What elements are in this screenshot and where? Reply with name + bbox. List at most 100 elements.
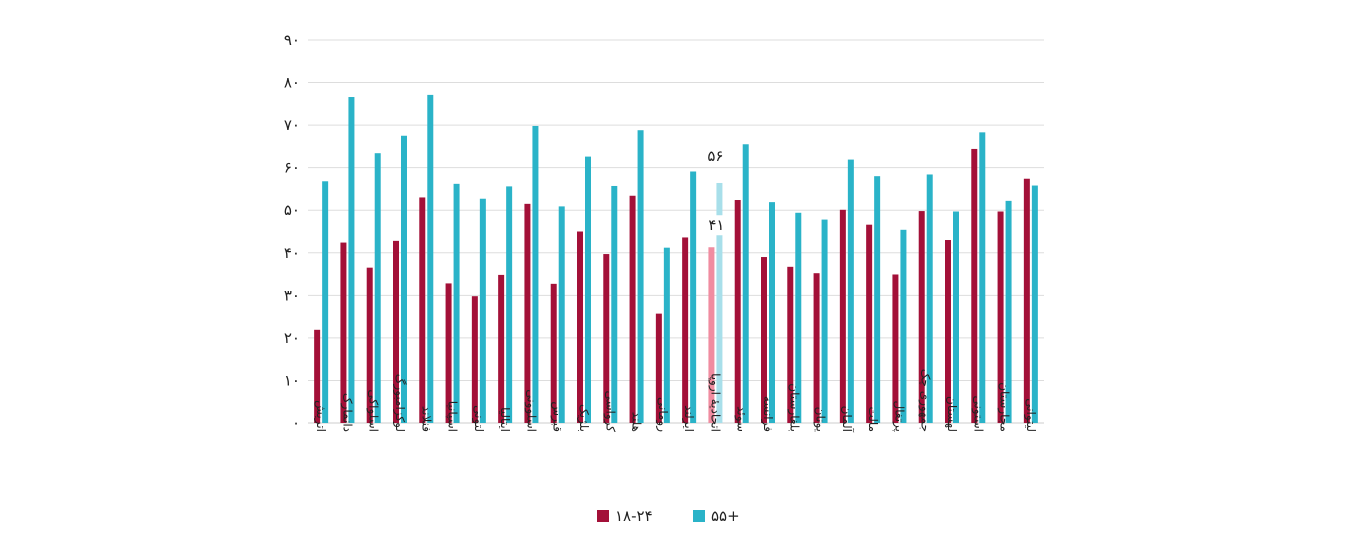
bar-55-plus — [532, 125, 539, 423]
x-tick-label: اسلوونی — [523, 389, 538, 432]
bar-55-plus — [585, 156, 591, 423]
bar-55-plus — [742, 144, 749, 423]
bar-55-plus — [821, 219, 828, 423]
x-tick-label: جمهوری چک — [918, 369, 933, 432]
bar-18-24 — [340, 242, 347, 423]
bar-55-plus — [953, 211, 959, 423]
bar-55-plus — [769, 202, 775, 423]
bar-18-24 — [892, 274, 899, 423]
bar-18-24 — [577, 231, 583, 423]
bar-18-24 — [550, 283, 557, 423]
bar-55-plus — [637, 130, 644, 423]
x-tick-label: لتونی — [471, 405, 486, 432]
bar-18-24 — [839, 209, 846, 423]
x-tick-label: آلمان — [840, 406, 855, 433]
bar-55-plus — [401, 135, 407, 423]
legend-item-18-24: ۱۸-۲۴ — [597, 505, 653, 527]
legend-swatch-55-plus — [693, 510, 705, 522]
x-tick-label: استونی — [970, 395, 985, 432]
bar-55-plus — [926, 174, 933, 423]
x-tick-label: اتریش — [313, 400, 328, 432]
y-tick-label: ۸۰ — [284, 74, 300, 92]
x-tick-label: قبرس — [550, 401, 565, 432]
bar-18-24 — [708, 247, 715, 423]
bar-18-24 — [629, 195, 636, 423]
bar-18-24 — [997, 211, 1004, 423]
data-label: ۵۶ — [707, 147, 723, 165]
bar-55-plus — [427, 94, 434, 423]
bar-18-24 — [734, 200, 741, 423]
bar-18-24 — [314, 329, 321, 423]
bar-18-24 — [655, 313, 662, 423]
bar-55-plus — [558, 206, 565, 423]
bar-18-24 — [419, 197, 426, 423]
bar-18-24 — [603, 254, 610, 423]
bar-18-24 — [787, 266, 794, 423]
x-tick-label: اسپانیا — [446, 401, 460, 432]
x-tick-label: کرواسی — [602, 390, 617, 432]
y-tick-label: ۹۰ — [284, 31, 300, 49]
x-tick-label: فنلاند — [419, 406, 433, 432]
bar-18-24 — [498, 274, 505, 423]
x-axis-ticks: اتریش دانمارک اسلواکی لوکزامبورگ فنلاند اسپان… — [313, 369, 1038, 433]
bar-55-plus — [1005, 200, 1012, 423]
x-tick-label: ایرلند — [681, 405, 696, 432]
y-tick-label: ۵۰ — [284, 201, 300, 219]
bar-55-plus — [479, 198, 486, 423]
x-tick-label: اسلواکی — [366, 389, 381, 432]
bar-55-plus — [716, 182, 723, 423]
x-tick-label: لوکزامبورگ — [392, 374, 407, 432]
data-label-background — [703, 215, 726, 236]
bars — [314, 94, 1038, 424]
bar-55-plus — [506, 186, 513, 423]
gridlines — [308, 39, 1044, 424]
data-labels: ۵۶ ۴۱ — [702, 145, 726, 236]
bar-55-plus — [900, 229, 907, 423]
data-label-background — [702, 145, 725, 166]
x-tick-label: رومانی — [655, 397, 670, 432]
bar-18-24 — [971, 148, 978, 424]
bar-18-24 — [393, 240, 399, 423]
y-tick-label: ۶۰ — [284, 159, 300, 177]
y-tick-label: ۰ — [292, 414, 300, 432]
bar-18-24 — [471, 296, 478, 423]
x-tick-label: پرتغال — [891, 401, 906, 432]
bar-55-plus — [374, 153, 381, 423]
bar-18-24 — [366, 267, 373, 423]
x-tick-label: دانمارک — [339, 393, 354, 432]
x-tick-label: بلژیک — [576, 404, 591, 432]
x-tick-label: مالت — [866, 406, 880, 432]
bar-18-24 — [682, 237, 689, 423]
bar-55-plus — [348, 97, 355, 423]
y-tick-label: ۱۰ — [284, 371, 300, 389]
x-tick-label: یونان — [813, 407, 828, 432]
x-tick-label: سوئد — [734, 406, 749, 432]
chart: ۰ ۱۰ ۲۰ ۳۰ ۴۰ ۵۰ ۶۰ ۷۰ ۸۰ ۹۰ اتریش دانمارک اسلواکی ل… — [284, 31, 1044, 433]
bar-18-24 — [813, 273, 820, 423]
y-tick-label: ۷۰ — [284, 116, 300, 134]
y-tick-label: ۳۰ — [284, 286, 300, 304]
bar-55-plus — [453, 183, 460, 423]
x-tick-label: بلغارستان — [786, 383, 801, 432]
bar-55-plus — [847, 159, 854, 423]
bar-55-plus — [611, 185, 618, 423]
bar-55-plus — [979, 132, 986, 423]
bar-18-24 — [761, 257, 767, 423]
legend: ۱۸-۲۴ ۵۵+ — [0, 505, 1350, 527]
y-tick-label: ۲۰ — [284, 329, 300, 347]
x-tick-label: هلند — [630, 412, 644, 432]
bar-18-24 — [866, 224, 873, 423]
x-tick-label: لهستان — [945, 396, 959, 432]
y-axis-ticks: ۰ ۱۰ ۲۰ ۳۰ ۴۰ ۵۰ ۶۰ ۷۰ ۸۰ ۹۰ — [284, 31, 300, 432]
x-tick-label: ایتالیا — [498, 407, 512, 432]
bar-18-24 — [945, 240, 951, 423]
data-label: ۴۱ — [708, 216, 724, 234]
y-tick-label: ۴۰ — [284, 244, 300, 262]
bar-18-24 — [1023, 178, 1030, 423]
legend-item-55-plus: ۵۵+ — [693, 505, 740, 527]
bar-55-plus — [322, 181, 329, 423]
legend-label-55-plus: ۵۵+ — [711, 507, 740, 525]
legend-swatch-18-24 — [597, 510, 609, 522]
bar-18-24 — [918, 211, 925, 423]
bar-18-24 — [524, 203, 531, 423]
